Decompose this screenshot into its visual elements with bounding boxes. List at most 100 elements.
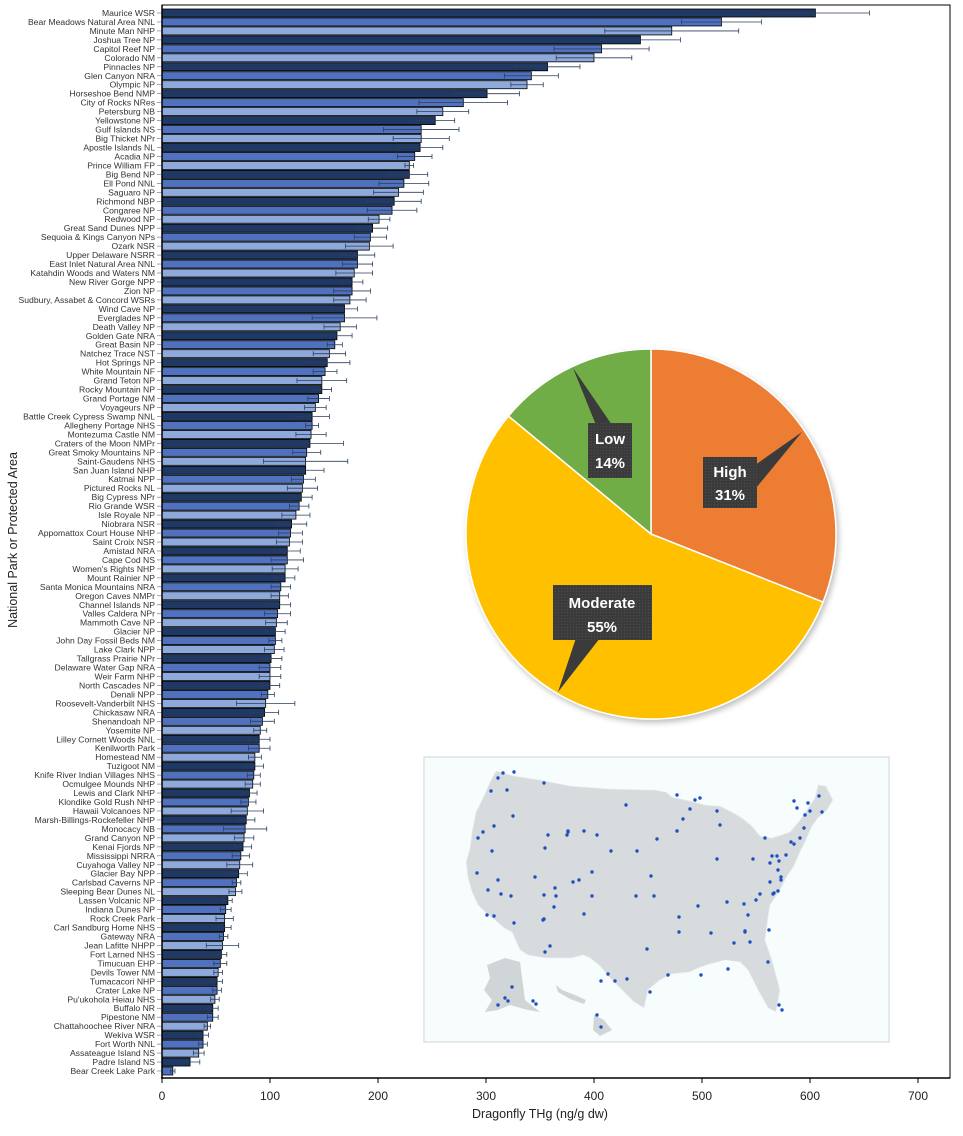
park-dot bbox=[542, 893, 546, 897]
y-tick-label: White Mountain NF bbox=[81, 367, 155, 377]
bar bbox=[161, 412, 313, 421]
y-tick-label: City of Rocks NRes bbox=[81, 98, 156, 108]
y-tick-label: Big Bend NP bbox=[106, 169, 155, 179]
park-dot bbox=[499, 892, 503, 896]
y-tick-label: Cuyahoga Valley NP bbox=[76, 860, 155, 870]
bar bbox=[161, 546, 288, 556]
bar-series bbox=[161, 8, 870, 1076]
park-dot bbox=[625, 977, 629, 981]
y-tick-label: Sudbury, Assabet & Concord WSRs bbox=[19, 295, 155, 305]
y-tick-label: New River Gorge NPP bbox=[69, 277, 155, 287]
y-tick-label: Glacier NP bbox=[113, 627, 155, 637]
bar bbox=[161, 205, 393, 215]
park-dot bbox=[485, 913, 489, 917]
y-tick-label: Mississippi NRRA bbox=[87, 851, 156, 861]
park-dot bbox=[613, 979, 617, 983]
bar bbox=[161, 196, 395, 206]
y-tick-label: Yosemite NP bbox=[106, 725, 156, 735]
bar bbox=[161, 645, 275, 654]
park-dot bbox=[595, 1013, 599, 1017]
bar bbox=[161, 35, 641, 45]
bar bbox=[161, 259, 358, 269]
callout-low-label: Low bbox=[595, 431, 625, 448]
park-dot bbox=[599, 979, 603, 983]
x-tick-label: 200 bbox=[368, 1089, 388, 1103]
bar bbox=[161, 268, 355, 278]
park-dot bbox=[496, 878, 500, 882]
bar bbox=[161, 214, 380, 224]
bar bbox=[161, 125, 422, 134]
park-dot bbox=[512, 770, 516, 774]
park-dot bbox=[751, 857, 755, 861]
y-tick-label: Glacier Bay NPP bbox=[91, 869, 156, 879]
bar bbox=[161, 725, 261, 735]
y-tick-label: Katahdin Woods and Waters NM bbox=[30, 268, 155, 278]
bar bbox=[161, 950, 222, 959]
park-dot bbox=[503, 996, 507, 1000]
park-dot bbox=[624, 803, 628, 807]
y-tick-label: Amistad NRA bbox=[103, 546, 155, 556]
park-dot bbox=[743, 929, 747, 933]
y-tick-label: Fort Worth NNL bbox=[95, 1039, 155, 1049]
bar bbox=[161, 232, 371, 242]
park-dot bbox=[777, 859, 781, 863]
park-dot bbox=[635, 849, 639, 853]
park-dot bbox=[648, 990, 652, 994]
park-dot bbox=[542, 781, 546, 785]
y-tick-label: Gateway NRA bbox=[101, 932, 156, 942]
park-dot bbox=[634, 894, 638, 898]
y-axis-title: National Park or Protected Area bbox=[6, 452, 20, 628]
callout-high: High 31% bbox=[703, 432, 802, 508]
y-tick-label: Ocmulgee Mounds NHP bbox=[62, 779, 155, 789]
callout-moderate-label: Moderate bbox=[569, 595, 636, 612]
y-tick-label: Petersburg NB bbox=[99, 107, 156, 117]
y-tick-label: Tuzigoot NM bbox=[107, 761, 155, 771]
park-dot bbox=[808, 809, 812, 813]
park-dot bbox=[776, 868, 780, 872]
y-tick-label: Tallgrass Prairie NPr bbox=[77, 654, 155, 664]
hawaii-shape bbox=[593, 1015, 612, 1036]
bar bbox=[161, 878, 237, 888]
bar bbox=[161, 1039, 204, 1049]
park-dot bbox=[486, 888, 490, 892]
park-dot bbox=[512, 921, 516, 925]
y-tick-label: Hot Springs NP bbox=[96, 358, 155, 368]
bar bbox=[161, 62, 548, 72]
park-dot bbox=[742, 902, 746, 906]
y-tick-label: John Day Fossil Beds NM bbox=[56, 636, 155, 646]
y-tick-label: Natchez Trace NST bbox=[80, 349, 156, 359]
bar bbox=[161, 340, 336, 350]
pie-callouts: Low 14% High 31% Moderate 55% bbox=[553, 368, 802, 692]
bar bbox=[161, 80, 528, 90]
park-dot bbox=[510, 985, 514, 989]
park-dot bbox=[565, 833, 569, 837]
bar bbox=[161, 98, 464, 108]
y-tick-label: Pipestone NM bbox=[101, 1012, 155, 1022]
park-dot bbox=[599, 1025, 603, 1029]
park-location-dots bbox=[475, 770, 824, 1029]
bar bbox=[161, 465, 307, 475]
bar bbox=[161, 44, 602, 54]
y-tick-label: North Cascades NP bbox=[79, 680, 155, 690]
bar bbox=[161, 609, 278, 619]
bar bbox=[161, 833, 245, 843]
y-tick-label: Big Cypress NPr bbox=[91, 492, 155, 502]
y-tick-label: Lassen Volcanic NP bbox=[79, 896, 156, 906]
y-tick-label: Ell Pond NNL bbox=[103, 178, 155, 188]
park-dot bbox=[501, 771, 505, 775]
park-dot bbox=[715, 809, 719, 813]
y-tick-label: Mammoth Cave NP bbox=[80, 618, 155, 628]
bar bbox=[161, 447, 308, 457]
bar bbox=[161, 17, 722, 27]
park-dot bbox=[767, 928, 771, 932]
y-tick-label: Apostle Islands NL bbox=[83, 142, 155, 152]
bar bbox=[161, 53, 595, 63]
park-dot bbox=[590, 894, 594, 898]
bar bbox=[161, 869, 240, 879]
x-tick-labels: 0 100 200 300 400 500 600 700 bbox=[159, 1078, 928, 1103]
bar bbox=[161, 842, 244, 852]
park-dot bbox=[506, 999, 510, 1003]
bar bbox=[161, 851, 242, 861]
y-tick-label: Shenandoah NP bbox=[92, 716, 155, 726]
